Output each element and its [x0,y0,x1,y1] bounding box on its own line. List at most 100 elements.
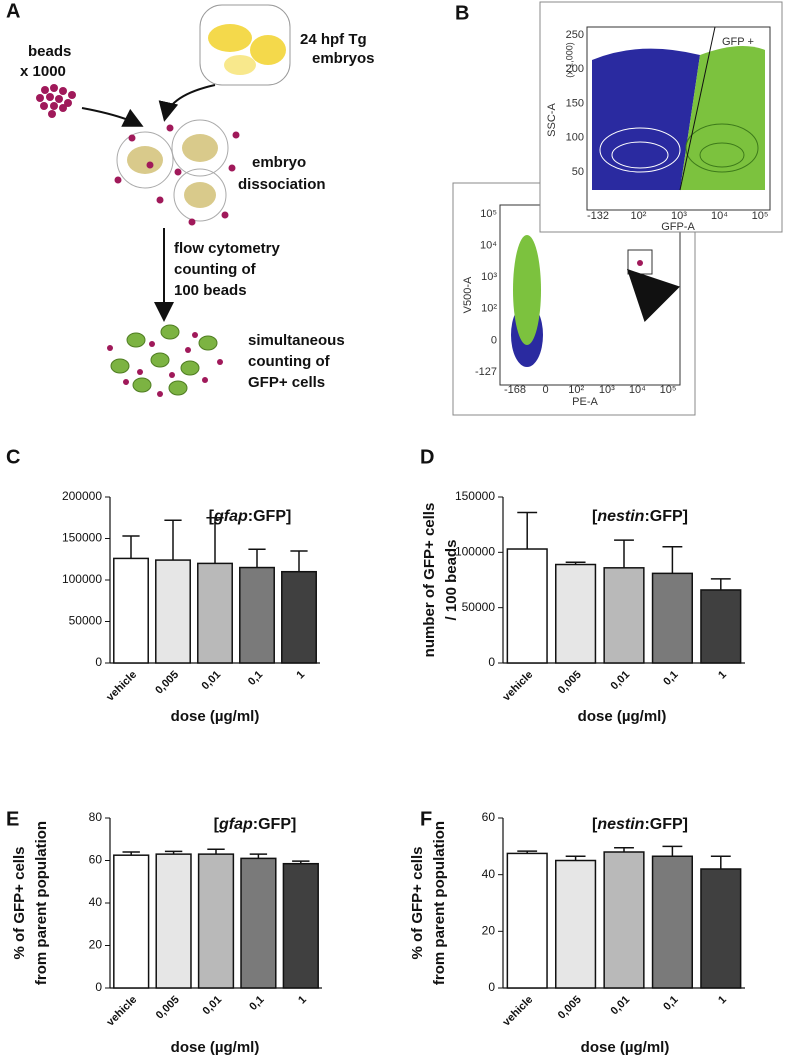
dissociation-illustration [114,119,240,226]
title-part: :GFP] [644,816,688,833]
x-tick-label: 0,01 [201,994,225,1018]
flow-ylabel: SSC-A [546,103,558,137]
title-part: nestin [597,816,644,833]
y-tick-label: 50000 [69,614,103,628]
bar [155,853,192,989]
panel-a: A 24 hpf Tg embryos beads x 1000 embryo [6,0,375,397]
title-part: [ [592,816,598,833]
flow-x-tick: 10⁵ [660,384,677,396]
y-tick-label: 0 [95,980,102,994]
y-axis-label: % of GFP+ cells [11,847,28,960]
y-tick-label: 150000 [455,489,495,503]
x-tick-label: 0,01 [609,994,633,1018]
x-tick-label: 0,1 [661,669,680,688]
y-tick-label: 20 [482,924,496,938]
cells-illustration [107,324,223,397]
bar [155,559,191,664]
title-part: [ [592,508,598,525]
bar [239,566,275,664]
bar [240,857,277,989]
y-axis-label: from parent population [33,821,50,985]
bar [555,859,597,989]
x-tick-label: vehicle [104,669,139,704]
bar [113,557,149,664]
flow-x-tick: 10³ [671,210,687,222]
beads-cluster [36,84,76,118]
gate-label: GFP + [722,36,754,48]
y-tick-label: 100000 [62,572,102,586]
bar [651,572,693,664]
title-part: :GFP] [644,508,688,525]
y-axis-label: / 100 beads [443,540,460,621]
y-tick-label: 0 [488,655,495,669]
flow-x-tick: 10⁴ [629,384,646,396]
bar [282,862,319,989]
panel-label: B [455,2,469,24]
bar [700,868,742,989]
x-axis-label: dose (µg/ml) [578,708,667,725]
flow-y-tick: 150 [566,97,584,109]
x-tick-label: vehicle [501,669,536,704]
x-tick-label: vehicle [501,994,536,1029]
panel-label: A [6,0,20,22]
x-axis-label: dose (µg/ml) [581,1039,670,1056]
flow-xlabel: PE-A [572,396,598,408]
panel-label: D [420,446,434,468]
flow-y-tick: 50 [572,166,584,178]
flow-y-tick: 100 [566,132,584,144]
flow-y-tick: 10³ [481,271,497,283]
y-axis-label: number of GFP+ cells [421,503,438,658]
flow-y-tick: 10² [481,303,497,315]
title-part: [ [214,816,220,833]
x-tick-label: 1 [716,669,729,682]
bar [700,589,742,664]
counting-text: counting of [248,353,331,370]
bar [197,853,235,989]
y-tick-label: 0 [488,980,495,994]
chart-title: [gfap:GFP] [214,816,297,833]
arrow [158,84,216,122]
x-tick-label: 1 [294,669,307,682]
y-tick-label: 150000 [62,531,102,545]
y-tick-label: 60 [89,853,103,867]
flow-x-tick: 10³ [599,384,615,396]
x-tick-label: 1 [716,994,729,1007]
bar [281,570,317,664]
flow-text: counting of [174,261,257,278]
y-tick-label: 50000 [462,600,496,614]
dissociation-text: dissociation [238,176,326,193]
embryo-illustration [199,4,291,86]
y-tick-label: 200000 [62,489,102,503]
bar [197,562,233,664]
y-tick-label: 60 [482,810,496,824]
x-axis-label: dose (µg/ml) [171,1039,260,1056]
flow-y-tick: 200 [566,63,584,75]
chart-title: [gfap:GFP] [209,508,292,525]
top-flow-plot: GFP + SSC-A (x 1,000) GFP-A [539,1,783,233]
x-tick-label: 0,01 [200,669,224,693]
title-part: :GFP] [248,508,292,525]
flow-y-tick: 10⁴ [480,240,497,252]
chart-title: [nestin:GFP] [592,508,688,525]
flow-x-tick: 10⁵ [752,210,769,222]
x-axis-label: dose (µg/ml) [171,708,260,725]
bar [603,567,645,664]
y-tick-label: 80 [89,810,103,824]
flow-y-tick: 0 [491,334,497,346]
title-part: gfap [218,816,253,833]
flow-text: flow cytometry [174,240,281,257]
x-tick-label: vehicle [105,994,140,1029]
flow-x-tick: -168 [504,384,526,396]
chart-title: [nestin:GFP] [592,816,688,833]
counting-text: GFP+ cells [248,374,325,391]
flow-yunit: (x 1,000) [564,42,574,78]
flow-x-tick: 10² [568,384,584,396]
flow-x-tick: 10² [631,210,647,222]
x-tick-label: 0,01 [609,669,633,693]
panel-label: C [6,446,20,468]
title-part: [ [209,508,215,525]
beads-text: beads [28,43,71,60]
x-tick-label: 0,1 [661,994,680,1013]
y-tick-label: 40 [89,895,103,909]
